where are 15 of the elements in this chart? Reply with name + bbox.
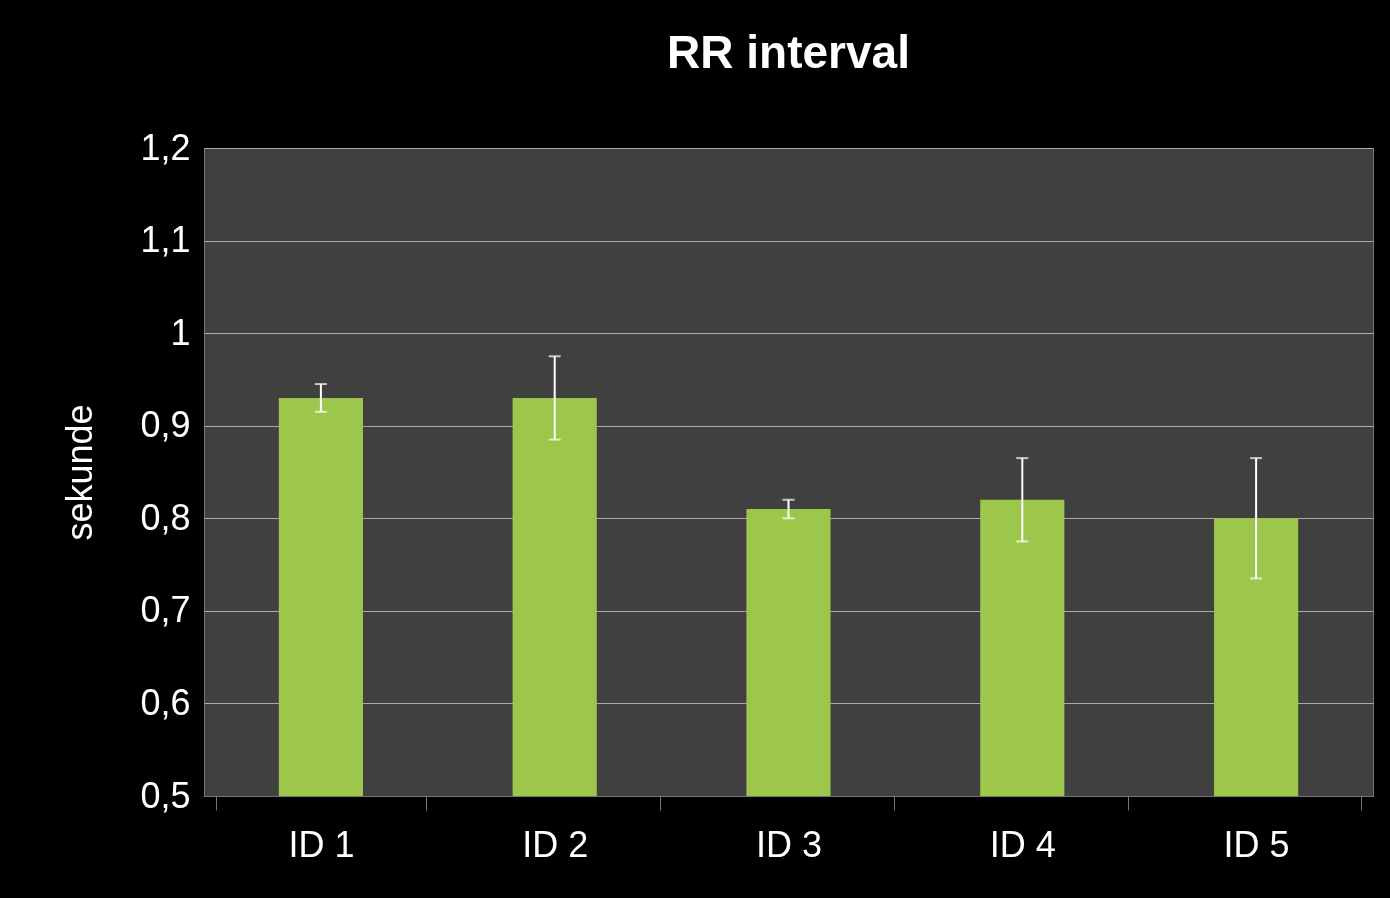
y-tick-label: 0,6 [140,681,191,723]
y-tick-label: 1,2 [140,126,191,168]
x-tick-label: ID 1 [288,823,355,865]
y-tick-label: 1,1 [140,219,191,261]
y-tick-label: 0,8 [140,496,191,538]
y-tick-label: 0,9 [140,404,191,446]
x-tick-label: ID 2 [522,823,589,865]
x-tick-label: ID 4 [989,823,1056,865]
x-tick-label: ID 3 [755,823,823,865]
y-tick-label: 1 [170,311,191,353]
y-tick-label: 0,7 [140,589,191,631]
y-axis-title: sekunde [59,404,101,541]
x-tick-label: ID 5 [1223,823,1290,865]
chart-title: RR interval [667,26,910,78]
y-tick-label: 0,5 [140,774,191,816]
